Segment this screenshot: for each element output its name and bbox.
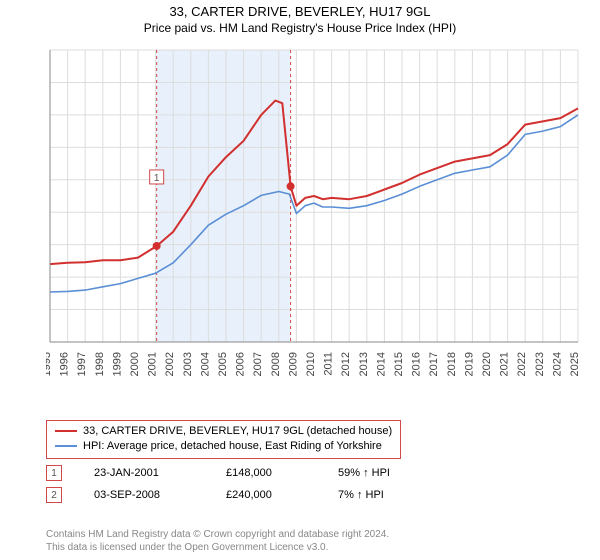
x-tick-label: 2016 <box>411 352 423 376</box>
x-tick-label: 2001 <box>147 352 159 376</box>
legend-swatch <box>55 430 77 432</box>
transaction-date: 23-JAN-2001 <box>94 467 194 479</box>
transaction-marker: 2 <box>46 487 62 503</box>
transaction-row: 1 23-JAN-2001 £148,000 59% ↑ HPI <box>46 462 408 484</box>
x-tick-label: 2023 <box>534 352 546 376</box>
x-tick-label: 1996 <box>59 352 71 376</box>
footer-line: This data is licensed under the Open Gov… <box>46 541 389 554</box>
x-tick-label: 2013 <box>358 352 370 376</box>
legend-swatch <box>55 445 77 447</box>
page-title: 33, CARTER DRIVE, BEVERLEY, HU17 9GL <box>0 0 600 19</box>
transaction-row: 2 03-SEP-2008 £240,000 7% ↑ HPI <box>46 484 408 506</box>
x-tick-label: 2021 <box>499 352 511 376</box>
x-tick-label: 2018 <box>446 352 458 376</box>
x-tick-label: 2011 <box>323 352 335 376</box>
x-tick-label: 2002 <box>164 352 176 376</box>
legend-label: 33, CARTER DRIVE, BEVERLEY, HU17 9GL (de… <box>83 424 392 439</box>
x-tick-label: 2012 <box>340 352 352 376</box>
legend: 33, CARTER DRIVE, BEVERLEY, HU17 9GL (de… <box>46 420 401 459</box>
footer-line: Contains HM Land Registry data © Crown c… <box>46 528 389 541</box>
x-tick-label: 2004 <box>199 352 211 376</box>
x-tick-label: 2005 <box>217 352 229 376</box>
transaction-date: 03-SEP-2008 <box>94 489 194 501</box>
transaction-pct: 7% ↑ HPI <box>338 489 408 501</box>
x-tick-label: 2024 <box>551 352 563 376</box>
legend-row: HPI: Average price, detached house, East… <box>55 439 392 454</box>
chart-marker-label: 1 <box>154 173 160 184</box>
x-tick-label: 2006 <box>235 352 247 376</box>
page-subtitle: Price paid vs. HM Land Registry's House … <box>0 19 600 35</box>
legend-label: HPI: Average price, detached house, East… <box>83 439 382 454</box>
x-tick-label: 2014 <box>375 352 387 376</box>
legend-row: 33, CARTER DRIVE, BEVERLEY, HU17 9GL (de… <box>55 424 392 439</box>
x-tick-label: 1998 <box>94 352 106 376</box>
x-tick-label: 2008 <box>270 352 282 376</box>
x-tick-label: 2022 <box>516 352 528 376</box>
transactions-table: 1 23-JAN-2001 £148,000 59% ↑ HPI 2 03-SEP-200… <box>46 462 408 506</box>
x-tick-label: 2017 <box>428 352 440 376</box>
transaction-price: £240,000 <box>226 489 306 501</box>
transaction-price: £148,000 <box>226 467 306 479</box>
x-tick-label: 2015 <box>393 352 405 376</box>
x-tick-label: 1995 <box>46 352 53 376</box>
x-tick-label: 1999 <box>111 352 123 376</box>
x-tick-label: 2003 <box>182 352 194 376</box>
x-tick-label: 2020 <box>481 352 493 376</box>
transaction-marker: 1 <box>46 465 62 481</box>
x-tick-label: 2009 <box>287 352 299 376</box>
x-tick-label: 2010 <box>305 352 317 376</box>
x-tick-label: 1997 <box>76 352 88 376</box>
x-tick-label: 2025 <box>569 352 581 376</box>
price-chart: £0£50K£100K£150K£200K£250K£300K£350K£400… <box>46 48 582 378</box>
x-tick-label: 2000 <box>129 352 141 376</box>
x-tick-label: 2007 <box>252 352 264 376</box>
x-tick-label: 2019 <box>463 352 475 376</box>
footer-attribution: Contains HM Land Registry data © Crown c… <box>46 528 389 554</box>
transaction-pct: 59% ↑ HPI <box>338 467 408 479</box>
